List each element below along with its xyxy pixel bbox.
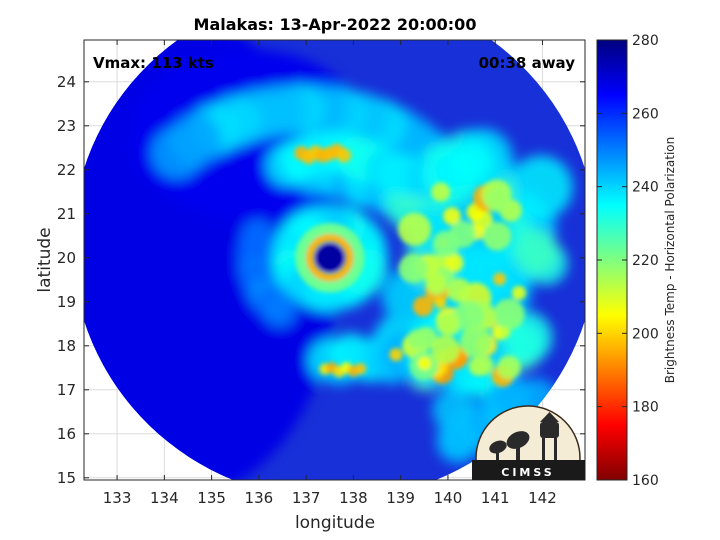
swath-feature [498, 326, 511, 339]
cimss-logo: CIMSS [472, 405, 585, 480]
swath-feature [431, 182, 451, 202]
x-tick-label: 137 [292, 489, 321, 507]
swath-feature [412, 296, 434, 317]
colorbar-tick-label: 280 [632, 33, 659, 49]
time-away-annotation: 00:38 away [479, 54, 576, 72]
y-tick-label: 19 [57, 293, 76, 311]
swath-feature [417, 356, 431, 371]
swath-feature [444, 253, 464, 273]
swath-feature [446, 278, 472, 303]
swath-feature [511, 285, 526, 301]
swath-feature [459, 326, 492, 358]
swath-feature [453, 300, 484, 332]
eyewall-inner [306, 234, 354, 282]
storm-eye [315, 243, 344, 272]
swath-feature [398, 254, 428, 284]
swath-feature [434, 297, 447, 309]
x-tick-label: 135 [197, 489, 226, 507]
swath-feature [473, 354, 494, 376]
swath-feature [508, 155, 573, 220]
swath-feature [263, 294, 297, 328]
colorbar-tick-label: 160 [632, 473, 659, 489]
x-tick-label: 136 [245, 489, 274, 507]
y-tick-label: 16 [57, 425, 76, 443]
x-tick-label: 138 [339, 489, 368, 507]
swath-feature [425, 272, 446, 293]
y-tick-label: 24 [57, 73, 76, 91]
swath-feature [407, 329, 428, 350]
swath-feature [354, 363, 367, 375]
swath-feature [493, 298, 525, 331]
x-tick-label: 134 [150, 489, 179, 507]
y-axis-label: latitude [35, 227, 55, 292]
axes-box [83, 39, 586, 481]
cimss-logo-text: CIMSS [501, 466, 554, 479]
y-tick-label: 17 [57, 381, 76, 399]
eyewall-outer [295, 223, 365, 293]
swath-feature [151, 127, 204, 180]
x-tick-label: 142 [528, 489, 557, 507]
y-tick-label: 15 [57, 469, 76, 487]
swath-feature [398, 212, 432, 246]
swath-feature [485, 187, 510, 213]
x-axis-label: longitude [295, 513, 375, 533]
swath-feature [436, 312, 459, 335]
swath-fine-features [294, 143, 526, 387]
vmax-annotation: Vmax: 113 kts [93, 54, 214, 72]
swath-feature [389, 347, 403, 362]
swath-feature [443, 207, 461, 226]
x-tick-label: 133 [103, 489, 132, 507]
chart-title: Malakas: 13-Apr-2022 20:00:00 [194, 15, 477, 34]
swath-feature [482, 221, 512, 251]
swath-feature [497, 355, 521, 380]
swath-feature [437, 415, 481, 458]
swath-feature [513, 229, 559, 275]
colorbar-tick-label: 240 [632, 180, 659, 196]
swath-feature [432, 230, 460, 258]
y-axis: 15 16 17 18 19 20 21 22 23 24 [57, 73, 585, 487]
heatmap-swath [84, 40, 585, 480]
x-tick-label: 139 [386, 489, 415, 507]
x-tick-label: 140 [434, 489, 463, 507]
y-tick-label: 20 [57, 249, 76, 267]
y-tick-label: 23 [57, 117, 76, 135]
colorbar-label: Brightness Temp - Horizontal Polarizatio… [663, 137, 677, 384]
colorbar-tick-label: 220 [632, 253, 659, 269]
y-tick-label: 18 [57, 337, 76, 355]
y-tick-label: 22 [57, 161, 76, 179]
colorbar-tick-label: 180 [632, 400, 659, 416]
colorbar-tick-label: 200 [632, 326, 659, 342]
swath-feature [450, 141, 493, 184]
x-tick-label: 141 [481, 489, 510, 507]
colorbar-tick-label: 260 [632, 106, 659, 122]
swath-feature [336, 148, 352, 163]
colorbar-ticks: 160 180 200 220 240 260 280 [597, 33, 659, 489]
swath-feature [493, 272, 506, 286]
swath-feature [431, 335, 460, 364]
y-tick-label: 21 [57, 205, 76, 223]
